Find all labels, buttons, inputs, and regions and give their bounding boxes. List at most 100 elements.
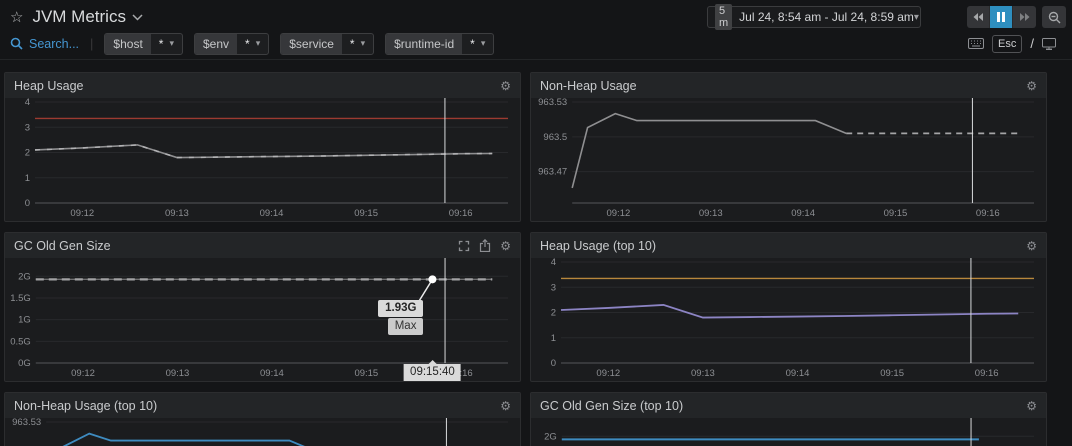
svg-text:1: 1 (25, 173, 30, 184)
gear-icon[interactable]: ⚙ (1026, 78, 1037, 93)
variable-host[interactable]: $host * ▾ (104, 32, 183, 55)
svg-text:3: 3 (25, 122, 30, 133)
tv-mode-icon[interactable] (1042, 37, 1056, 50)
zoom-out-icon (1048, 11, 1060, 23)
svg-text:2: 2 (551, 308, 556, 319)
panel-header[interactable]: GC Old Gen Size ⚙ (5, 233, 520, 258)
svg-text:09:12: 09:12 (71, 368, 95, 379)
svg-text:09:15: 09:15 (880, 368, 904, 379)
skip-back-button[interactable] (967, 6, 990, 28)
variables-toolbar: Search... | $host * ▾ $env * ▾ $service … (0, 28, 1072, 60)
panel-header[interactable]: Non-Heap Usage (top 10) ⚙ (5, 393, 520, 418)
page-title: JVM Metrics (32, 7, 126, 26)
svg-text:0.5G: 0.5G (10, 336, 31, 347)
panel-chart[interactable]: 0 1 2 3 4 09:12 09:13 09:14 09:15 09:16 (531, 257, 1046, 381)
export-button[interactable] (479, 239, 491, 252)
skip-forward-icon (1019, 13, 1029, 21)
svg-text:1: 1 (551, 333, 556, 344)
gear-icon[interactable]: ⚙ (1026, 398, 1037, 413)
svg-text:09:15: 09:15 (884, 208, 908, 219)
variable-value: * (349, 36, 355, 51)
chevron-down-icon: ▾ (255, 38, 261, 49)
panel-gc-old-gen-size: GC Old Gen Size ⚙ 0G 0.5G 1G 1.5G 2G 09:12 09:… (4, 232, 521, 382)
svg-text:2: 2 (25, 148, 30, 159)
heap-usage-top10-chart: 0 1 2 3 4 09:12 09:13 09:14 09:15 09:16 (551, 257, 1034, 379)
gear-icon[interactable]: ⚙ (500, 398, 511, 413)
variable-value: * (158, 36, 164, 51)
dashboard-grid: Heap Usage ⚙ 0 1 2 3 4 09:12 09:13 09:14 09:15 09… (0, 60, 1072, 446)
svg-text:4: 4 (551, 258, 556, 268)
panel-header[interactable]: Non-Heap Usage ⚙ (531, 73, 1046, 98)
time-span-badge: 5 m (715, 4, 733, 30)
tooltip-label: Max (387, 318, 424, 336)
panel-header[interactable]: Heap Usage ⚙ (5, 73, 520, 98)
gear-icon[interactable]: ⚙ (1026, 238, 1037, 253)
chevron-down-icon: ▾ (913, 11, 919, 23)
panel-title: Non-Heap Usage (top 10) (14, 398, 158, 413)
time-range-label: Jul 24, 8:54 am - Jul 24, 8:59 am (739, 10, 914, 24)
chevron-down-icon: ▾ (480, 38, 486, 49)
svg-text:09:12: 09:12 (70, 208, 94, 219)
svg-text:09:15: 09:15 (354, 208, 378, 219)
svg-text:963.53: 963.53 (538, 98, 567, 108)
variable-name: $service (281, 33, 342, 54)
svg-text:09:16: 09:16 (976, 208, 1000, 219)
svg-text:09:13: 09:13 (166, 368, 190, 379)
svg-text:09:14: 09:14 (786, 368, 810, 379)
variable-env[interactable]: $env * ▾ (193, 32, 270, 55)
variable-name: $env (194, 33, 238, 54)
svg-text:0: 0 (25, 198, 30, 209)
search-icon (10, 37, 23, 50)
panel-chart[interactable]: 0 1 2 3 4 09:12 09:13 09:14 09:15 09:16 (5, 97, 520, 221)
panel-chart[interactable]: 0G0.5G1G1.5G2G09:1209:1309:1409:1509:16 … (5, 258, 520, 381)
pause-button[interactable] (990, 6, 1013, 28)
svg-text:09:15: 09:15 (354, 368, 378, 379)
gear-icon[interactable]: ⚙ (500, 238, 511, 253)
gear-icon[interactable]: ⚙ (500, 78, 511, 93)
variable-name: $runtime-id (386, 33, 463, 54)
slash-shortcut-hint: / (1030, 36, 1034, 51)
chevron-down-icon: ▾ (360, 38, 366, 49)
top-bar: ☆ JVM Metrics 5 m Jul 24, 8:54 am - Jul … (0, 0, 1072, 30)
panel-title: Heap Usage (top 10) (540, 238, 657, 253)
panel-heap-usage-top10: Heap Usage (top 10) ⚙ 0 1 2 3 4 09:12 09:13 09:… (530, 232, 1047, 382)
panel-title: GC Old Gen Size (top 10) (540, 398, 684, 413)
panel-header[interactable]: GC Old Gen Size (top 10) ⚙ (531, 393, 1046, 418)
panel-title: GC Old Gen Size (14, 238, 111, 253)
time-controls: 5 m Jul 24, 8:54 am - Jul 24, 8:59 am ▾ (707, 4, 1066, 30)
variable-value: * (470, 36, 475, 51)
heap-usage-chart: 0 1 2 3 4 09:12 09:13 09:14 09:15 09:16 (25, 97, 508, 219)
non-heap-usage-top10-chart: 963.47963.5963.5309:1209:1309:1409:1509:… (12, 417, 508, 446)
panel-chart[interactable]: 963.47963.5963.5309:1209:1309:1409:1509:… (5, 417, 520, 446)
fullscreen-button[interactable] (458, 240, 470, 252)
svg-text:963.47: 963.47 (538, 167, 567, 178)
zoom-out-button[interactable] (1042, 6, 1066, 28)
svg-text:09:14: 09:14 (260, 208, 284, 219)
panel-gc-old-gen-size-top10: GC Old Gen Size (top 10) ⚙ 0G0.5G1G1.5G2… (530, 392, 1047, 446)
variable-runtime-id[interactable]: $runtime-id * ▾ (385, 32, 495, 55)
toolbar-separator: | (90, 36, 94, 51)
svg-text:09:16: 09:16 (975, 368, 999, 379)
svg-text:2G: 2G (544, 431, 557, 442)
favorite-star-icon[interactable]: ☆ (10, 8, 24, 26)
panel-heap-usage: Heap Usage ⚙ 0 1 2 3 4 09:12 09:13 09:14 09:15 09… (4, 72, 521, 222)
variable-service[interactable]: $service * ▾ (280, 32, 375, 55)
esc-shortcut-hint: Esc (992, 34, 1023, 53)
svg-text:09:14: 09:14 (791, 208, 815, 219)
panel-header[interactable]: Heap Usage (top 10) ⚙ (531, 233, 1046, 258)
skip-back-icon (973, 13, 983, 21)
panel-title: Non-Heap Usage (540, 78, 637, 93)
skip-forward-button[interactable] (1013, 6, 1036, 28)
variable-value: * (245, 36, 250, 51)
keyboard-icon[interactable] (968, 38, 985, 49)
search-control[interactable]: Search... (10, 37, 79, 51)
svg-text:09:12: 09:12 (606, 208, 630, 219)
tooltip-value: 1.93G (378, 300, 424, 318)
svg-text:1G: 1G (18, 315, 31, 326)
dashboard-title-dropdown[interactable]: JVM Metrics (23, 7, 143, 27)
time-range-picker[interactable]: 5 m Jul 24, 8:54 am - Jul 24, 8:59 am ▾ (707, 4, 921, 30)
